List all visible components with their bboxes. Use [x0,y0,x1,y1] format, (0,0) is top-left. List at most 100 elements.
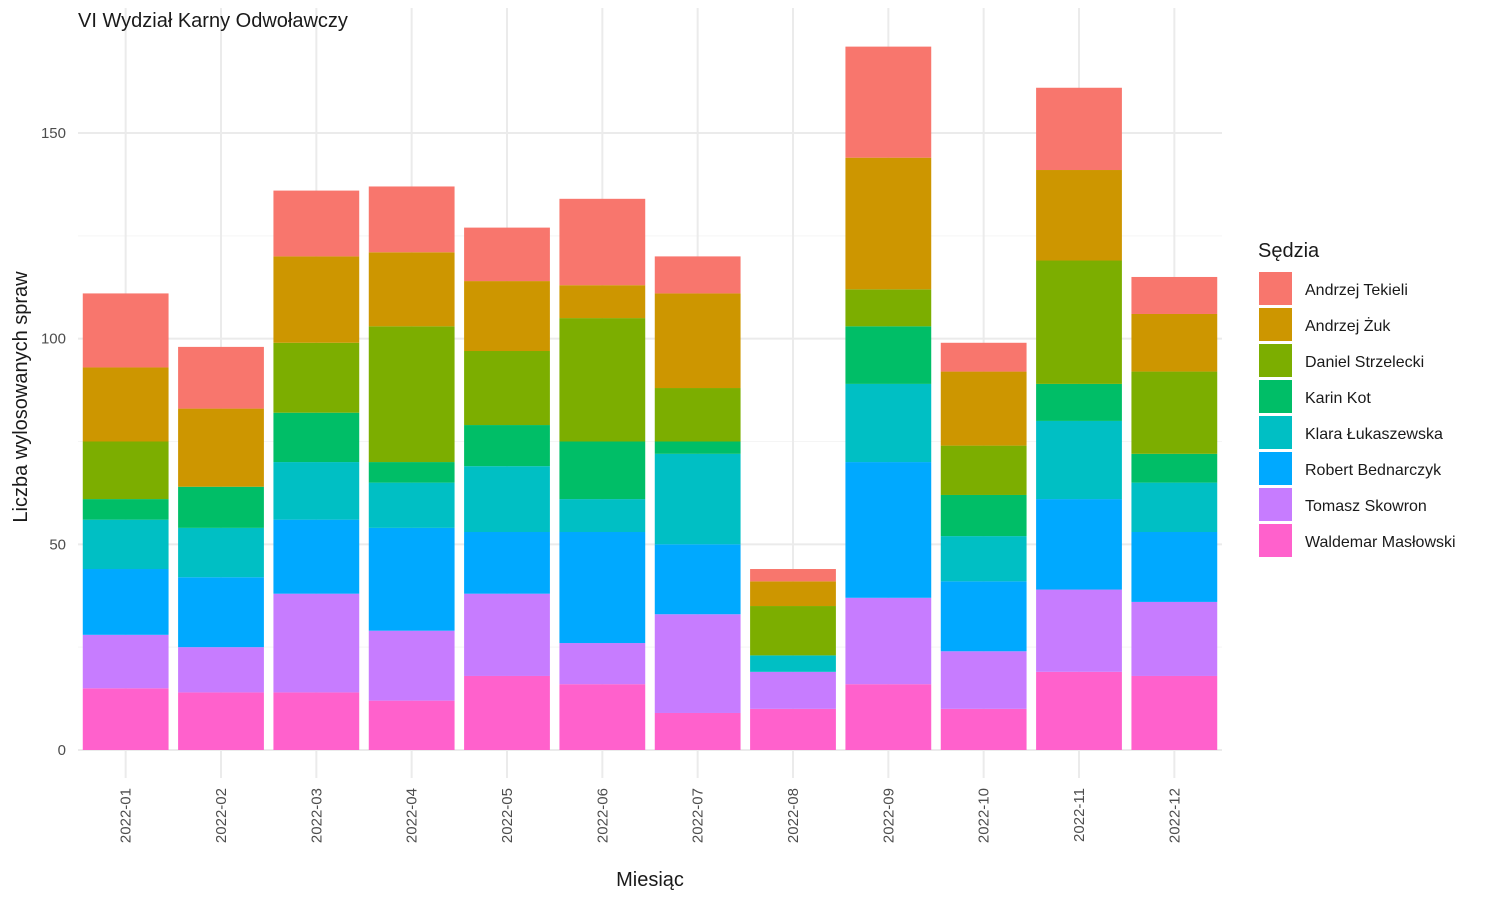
bar-segment [1131,675,1218,750]
legend-items: Andrzej Tekieli Andrzej Żuk Daniel Strzele… [1259,272,1456,557]
bar-segment [368,630,455,701]
bar-segment [940,342,1027,372]
x-tick-label: 2022-08 [785,788,802,843]
bar-segment [273,256,360,343]
x-tick-label: 2022-04 [404,788,421,843]
bar-segment [845,462,932,598]
x-axis-ticks: 2022-01 2022-02 2022-03 2022-04 2022-05 2022-… [118,788,1184,843]
bar-segment [750,606,836,656]
bar-segment [654,614,741,713]
bar-segment [750,569,836,582]
bar-segment [845,46,932,158]
legend-key [1259,452,1292,485]
legend-label: Karin Kot [1305,390,1371,407]
bar-segment [464,531,550,594]
bar-segment [82,499,169,520]
bar-segment [1036,671,1122,750]
bar-segment [750,671,836,709]
bar-segment [273,593,360,693]
legend-key [1259,524,1292,557]
bar-segment [845,597,932,685]
bar-segment [845,684,932,750]
bar-segment [654,441,741,454]
bar-segment [559,318,646,442]
x-tick-label: 2022-09 [880,788,897,843]
bar-segment [559,499,646,532]
bar-segment [273,190,360,257]
bar-segment [368,186,455,253]
bar-segment [940,651,1027,709]
bar-segment [178,692,264,750]
bar-segment [1036,87,1122,171]
legend-label: Daniel Strzelecki [1305,354,1424,371]
bar-segment [368,326,455,463]
bar-segment [368,482,455,528]
bar-segment [1131,276,1218,314]
bar-segment [82,569,169,635]
bar-segment [178,527,264,578]
bar-segment [82,519,169,570]
bar-segment [654,453,741,545]
bar-segment [464,351,550,426]
bar-segment [82,441,169,500]
bar-segment [1131,453,1218,483]
bar-segment [750,581,836,607]
bar-segment [940,494,1027,537]
x-tick-label: 2022-07 [690,788,707,843]
bar-segment [1036,499,1122,590]
bar-segment [750,655,836,672]
bar-segment [559,441,646,500]
bar-segment [464,466,550,532]
bar-segment [464,593,550,676]
bar-segment [178,647,264,693]
bar-segment [654,293,741,389]
bar-segment [1036,260,1122,384]
bar-segment [1131,313,1218,372]
legend-key [1259,416,1292,449]
bar-segment [845,383,932,463]
bar-segment [845,326,932,384]
bar-segment [273,692,360,750]
bar-segment [82,634,169,689]
bar-segment [368,252,455,327]
y-tick-label: 100 [41,331,66,348]
x-tick-label: 2022-05 [499,788,516,843]
y-axis-ticks: 0 50 100 150 [41,125,66,759]
bar-segment [845,289,932,327]
bar-segment [273,342,360,413]
bar-segment [559,198,646,286]
bar-segment [940,536,1027,582]
legend-key [1259,380,1292,413]
bar-segment [82,367,169,442]
bar-segment [464,675,550,750]
x-tick-label: 2022-10 [976,788,993,843]
legend-label: Robert Bednarczyk [1305,462,1442,479]
y-tick-label: 50 [49,536,66,553]
bar-segment [654,544,741,615]
legend: Sędzia Andrzej Tekieli Andrzej Żuk Daniel … [1258,240,1456,557]
y-tick-label: 0 [58,742,66,759]
bar-segment [1036,420,1122,500]
bar-segment [1131,482,1218,532]
bar-segment [178,346,264,409]
bar-segment [178,486,264,528]
bar-segment [368,527,455,631]
bar-segment [273,462,360,520]
x-tick-label: 2022-03 [308,788,325,843]
legend-label: Waldemar Masłowski [1305,534,1456,551]
bar-segment [368,700,455,750]
bar-segment [559,643,646,685]
bar-segment [654,712,741,750]
legend-key [1259,308,1292,341]
bar-segment [940,445,1027,495]
legend-key [1259,272,1292,305]
legend-key [1259,344,1292,377]
legend-key [1259,488,1292,521]
bar-segment [654,256,741,294]
bar-segment [940,371,1027,446]
bars [82,46,1218,750]
bar-segment [1131,531,1218,602]
legend-label: Andrzej Żuk [1305,316,1391,335]
chart-title: VI Wydział Karny Odwoławczy [78,10,348,32]
bar-segment [464,227,550,282]
